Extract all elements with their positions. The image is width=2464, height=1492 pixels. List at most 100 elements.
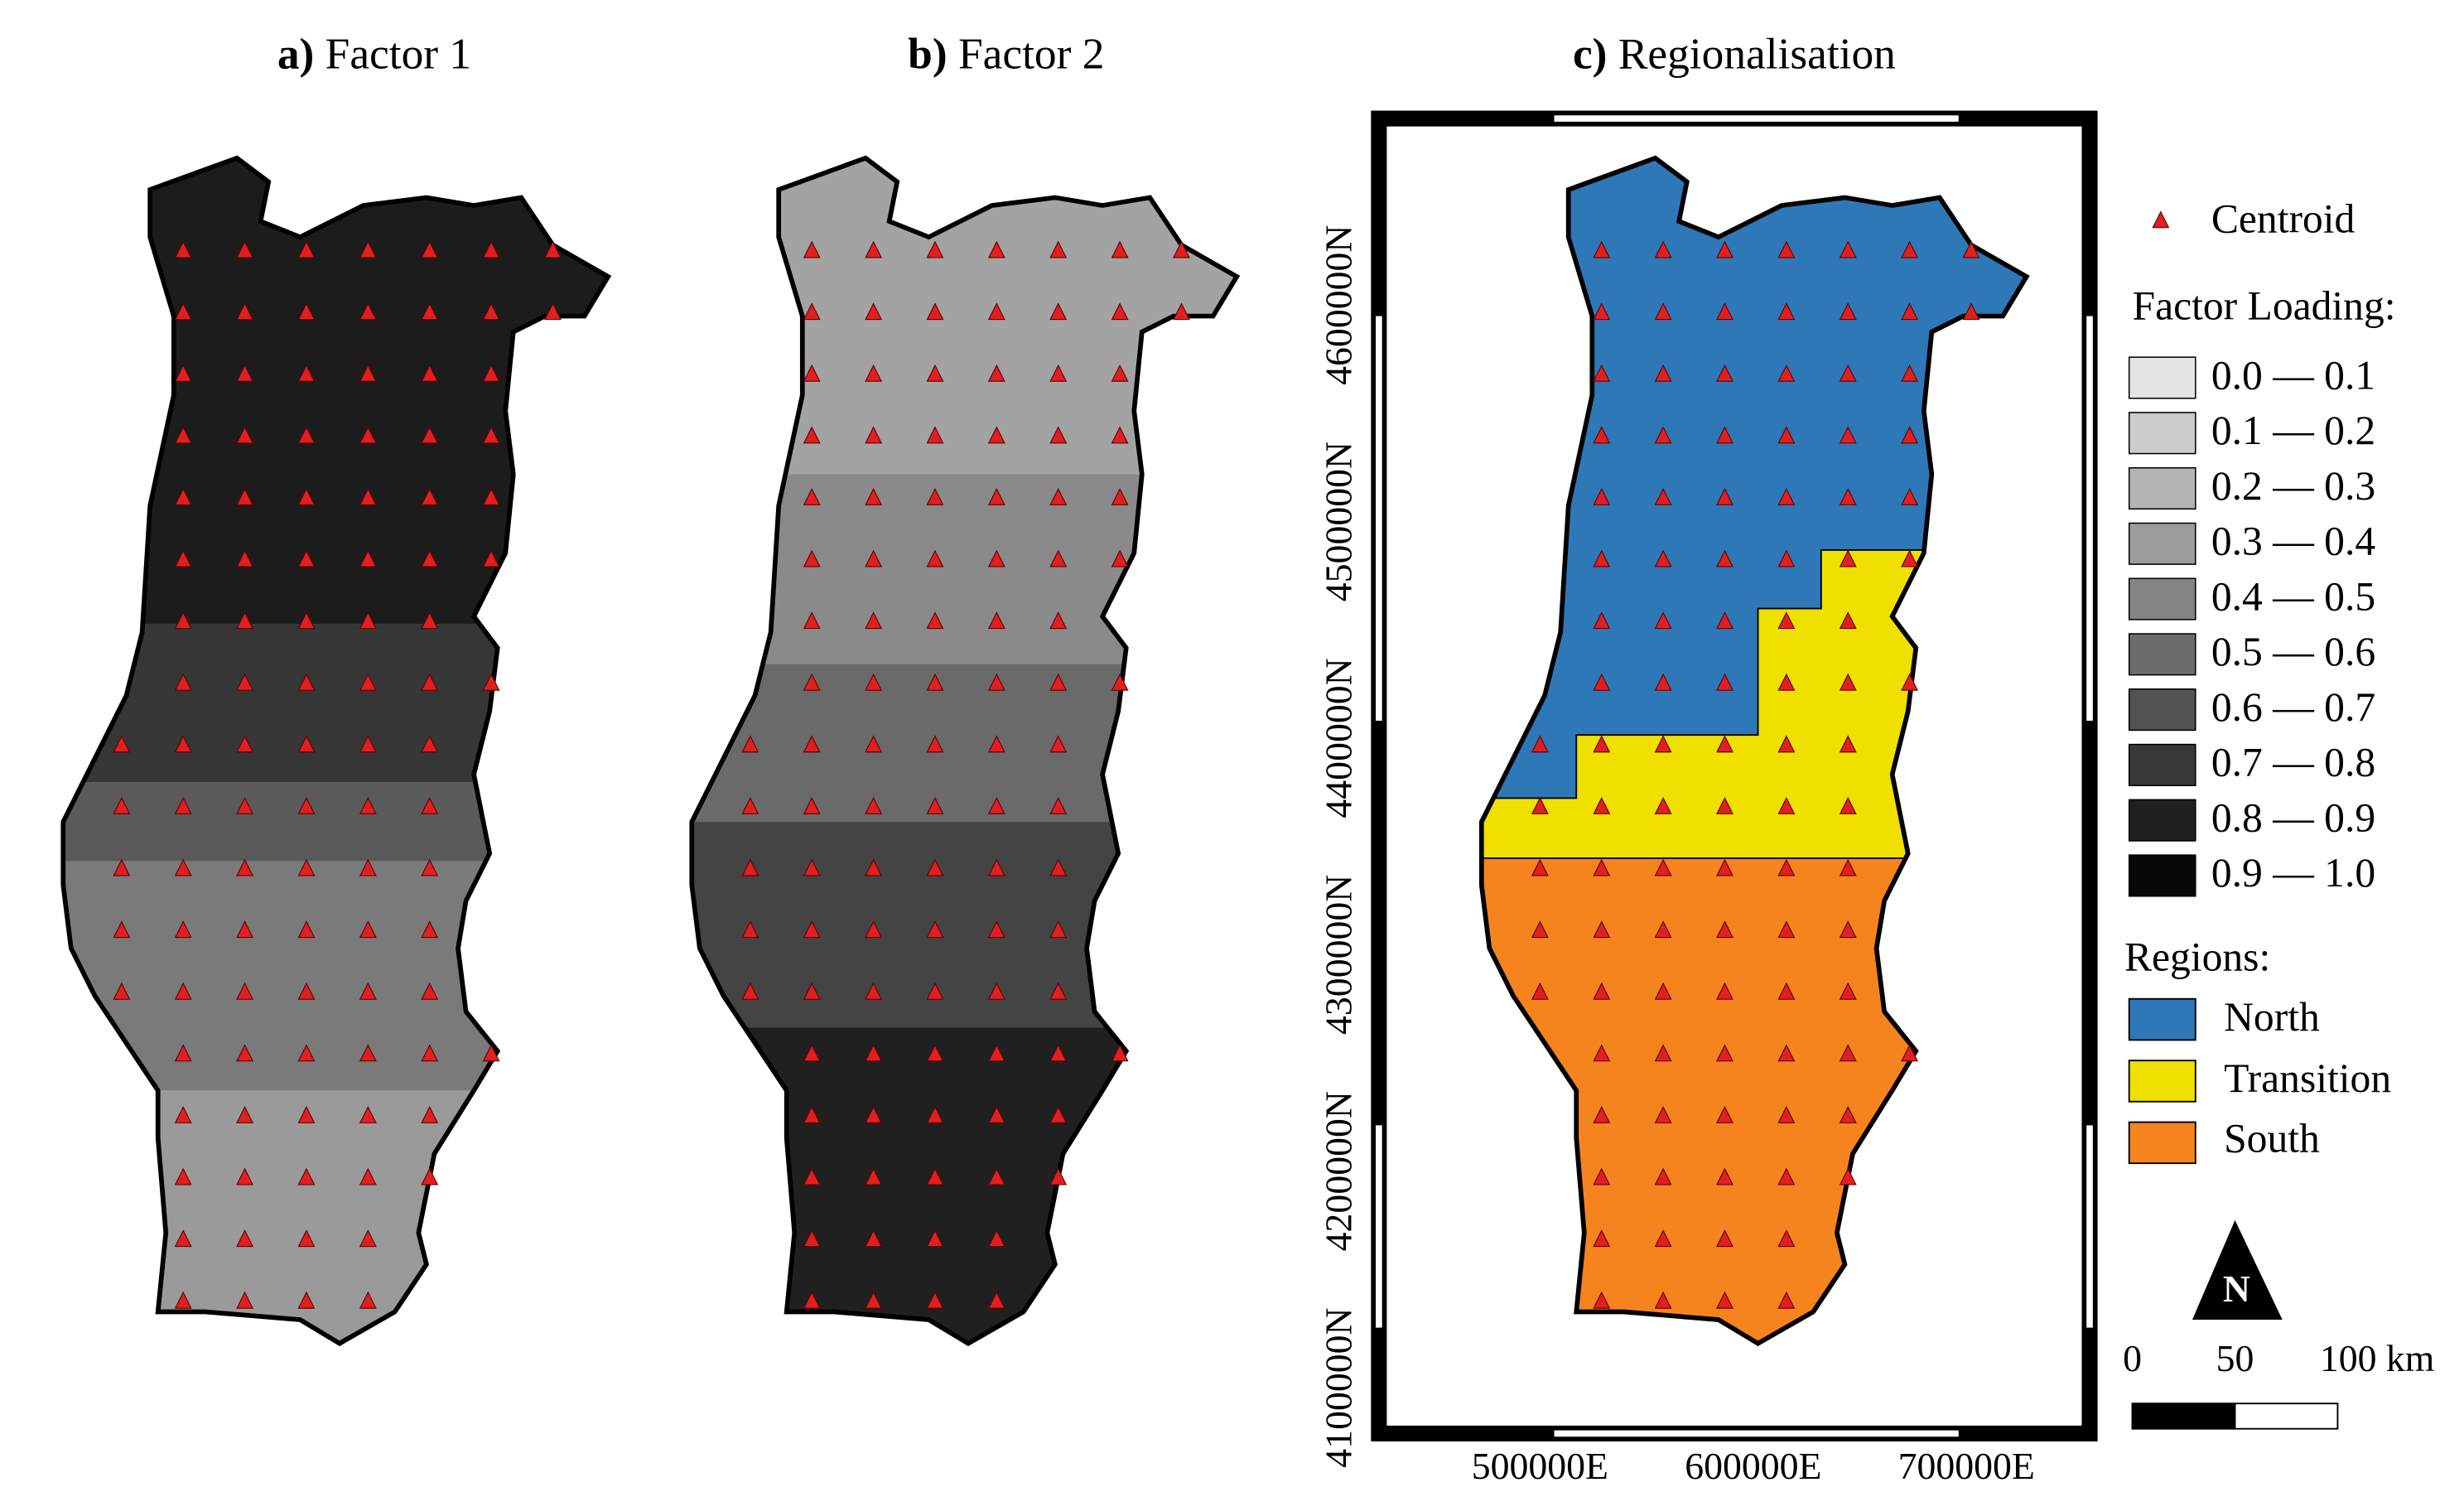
scale-label: 0 [2123, 1337, 2142, 1379]
centroid [1654, 796, 1672, 814]
centroid [174, 920, 192, 939]
easting-label: 600000E [1685, 1445, 1821, 1487]
legend-swatch [2128, 1121, 2196, 1165]
legend-title: Factor Loading: [2133, 282, 2396, 328]
centroid [1839, 1044, 1857, 1062]
centroid [174, 240, 192, 258]
centroid [926, 611, 944, 630]
centroid [987, 488, 1005, 505]
centroid [1593, 549, 1611, 567]
centroid [1049, 796, 1068, 814]
centroid [421, 796, 439, 814]
centroid [1716, 1291, 1733, 1309]
centroid [1716, 1229, 1733, 1248]
centroid [297, 302, 316, 321]
centroid [174, 1291, 192, 1309]
centroid [1777, 858, 1796, 876]
centroid [1049, 858, 1068, 876]
centroid [359, 982, 377, 1000]
centroid [1654, 1167, 1672, 1185]
centroid [421, 1167, 439, 1185]
centroid [1716, 240, 1733, 258]
centroid [1049, 302, 1068, 321]
centroid [926, 240, 944, 258]
centroid [1777, 1105, 1796, 1123]
centroid [987, 1105, 1005, 1123]
centroid [803, 549, 821, 567]
centroid [421, 488, 439, 505]
centroid [1716, 488, 1733, 505]
centroid [1901, 364, 1919, 382]
centroid [421, 611, 439, 630]
centroid [1654, 549, 1672, 567]
centroid [174, 858, 192, 876]
centroid [1049, 735, 1068, 753]
centroid [1654, 1105, 1672, 1123]
centroid [987, 549, 1005, 567]
centroid [803, 920, 821, 939]
loading-band [692, 474, 1237, 664]
centroid [1654, 611, 1672, 630]
centroid [1962, 302, 1980, 321]
loading-band [692, 664, 1237, 823]
centroid [1531, 858, 1549, 876]
centroid [865, 1167, 883, 1185]
centroid [482, 426, 500, 444]
centroid [1593, 673, 1611, 691]
legend-swatch [2128, 997, 2196, 1041]
centroid [1654, 488, 1672, 505]
centroid [174, 364, 192, 382]
centroid [987, 426, 1005, 444]
centroid [1839, 240, 1857, 258]
centroid [1839, 364, 1857, 382]
centroid [174, 549, 192, 567]
centroid [1716, 920, 1733, 939]
centroid [1777, 735, 1796, 753]
northing-label: 4400000N [1317, 658, 1359, 818]
centroid [174, 1229, 192, 1248]
legend-label: Centroid [2211, 196, 2356, 241]
legend-label: 0.8 — 0.9 [2211, 794, 2375, 840]
centroid [421, 1044, 439, 1062]
panel-name: Regionalisation [1618, 29, 1896, 79]
centroid [1716, 426, 1733, 444]
centroid [1654, 673, 1672, 691]
centroid [741, 920, 759, 939]
centroid [1901, 673, 1919, 691]
northing-label: 4200000N [1317, 1091, 1359, 1251]
centroid [987, 302, 1005, 321]
legend-swatch [2128, 743, 2196, 786]
centroid [236, 1167, 254, 1185]
centroid [113, 735, 131, 753]
centroid [865, 1105, 883, 1123]
legend-swatch [2128, 466, 2196, 510]
centroid [803, 302, 821, 321]
centroid [1049, 240, 1068, 258]
centroid [865, 735, 883, 753]
centroid [1777, 796, 1796, 814]
centroid [1839, 302, 1857, 321]
centroid [803, 858, 821, 876]
centroid [297, 364, 316, 382]
centroid [1839, 549, 1857, 567]
centroid [174, 302, 192, 321]
centroid [1716, 364, 1733, 382]
panel-title: c) Regionalisation [1573, 29, 1896, 79]
legend-label: 0.6 — 0.7 [2211, 684, 2375, 730]
centroid [1716, 673, 1733, 691]
panel-label: b) [908, 29, 947, 79]
centroid [297, 426, 316, 444]
centroid [359, 1229, 377, 1248]
centroid [1839, 982, 1857, 1000]
centroid [1716, 982, 1733, 1000]
centroid [1654, 364, 1672, 382]
centroid [174, 488, 192, 505]
centroid [1777, 302, 1796, 321]
centroid [1716, 1167, 1733, 1185]
centroid [1777, 240, 1796, 258]
centroid [1593, 240, 1611, 258]
centroid [359, 735, 377, 753]
legend-label: North [2224, 994, 2320, 1040]
centroid [297, 549, 316, 567]
centroid [359, 549, 377, 567]
